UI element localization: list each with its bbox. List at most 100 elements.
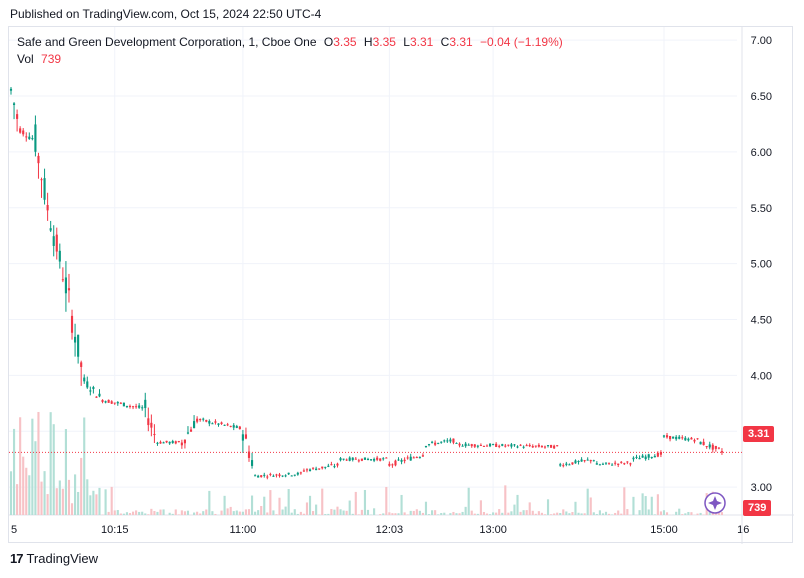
volume-bar bbox=[305, 502, 309, 515]
candle-body bbox=[278, 474, 281, 477]
candle-body bbox=[40, 179, 43, 181]
candle-body bbox=[498, 445, 501, 447]
candle-body bbox=[345, 459, 348, 461]
candle-body bbox=[589, 459, 592, 462]
candle-body bbox=[382, 458, 385, 460]
volume-bar bbox=[571, 512, 574, 515]
candle-body bbox=[217, 423, 220, 425]
volume-bar bbox=[388, 512, 391, 515]
candle-body bbox=[595, 463, 598, 465]
candle-body bbox=[214, 421, 217, 423]
volume-bar bbox=[421, 512, 424, 515]
candle-body bbox=[202, 418, 205, 420]
volume-bar bbox=[644, 496, 647, 515]
candle-body bbox=[369, 459, 373, 461]
tradingview-brand: 17 TradingView bbox=[10, 551, 98, 566]
volume-bar bbox=[89, 495, 92, 515]
volume-bar bbox=[235, 510, 238, 515]
volume-bar bbox=[537, 511, 540, 515]
candle-body bbox=[507, 444, 510, 446]
volume-bar bbox=[205, 509, 208, 515]
volume-bar bbox=[86, 479, 89, 515]
legend-high-value: 3.35 bbox=[372, 35, 396, 49]
volume-bar bbox=[473, 513, 476, 515]
last-price-tag: 3.31 bbox=[743, 426, 775, 442]
volume-bar bbox=[720, 512, 724, 515]
volume-bar bbox=[34, 441, 37, 515]
price-chart[interactable]: 3.003.504.004.505.005.506.006.507.00510:… bbox=[9, 27, 794, 544]
volume-bar bbox=[647, 509, 650, 515]
candle-body bbox=[318, 468, 321, 470]
candle-body bbox=[287, 472, 290, 475]
candle-body bbox=[528, 444, 531, 447]
volume-bar bbox=[418, 510, 421, 515]
volume-bar bbox=[58, 480, 61, 515]
candle-body bbox=[720, 451, 724, 453]
candle-body bbox=[665, 435, 669, 438]
volume-bar bbox=[22, 456, 25, 515]
candle-body bbox=[638, 457, 641, 460]
candle-body bbox=[565, 463, 568, 465]
volume-bar bbox=[278, 497, 281, 515]
candle-body bbox=[89, 390, 92, 392]
candle-body bbox=[394, 460, 397, 466]
volume-bar bbox=[153, 511, 156, 515]
candle-body bbox=[644, 456, 647, 460]
volume-bar bbox=[559, 513, 562, 515]
candle-body bbox=[415, 457, 418, 459]
volume-bar bbox=[397, 513, 400, 515]
candle-body bbox=[354, 458, 357, 460]
volume-bar bbox=[650, 496, 653, 515]
candle-body bbox=[443, 440, 446, 442]
volume-bar bbox=[607, 513, 611, 515]
candle-body bbox=[211, 423, 214, 425]
volume-bar bbox=[595, 514, 598, 515]
candle-body bbox=[559, 464, 562, 466]
candle-body bbox=[495, 443, 498, 447]
candle-body bbox=[25, 136, 28, 138]
volume-bar bbox=[409, 510, 412, 515]
candle-body bbox=[64, 277, 67, 294]
volume-bar bbox=[620, 513, 623, 515]
volume-bar bbox=[293, 509, 296, 515]
volume-bar bbox=[708, 512, 711, 515]
chart-frame[interactable]: 3.003.504.004.505.005.506.006.507.00510:… bbox=[8, 26, 794, 544]
volume-bar bbox=[479, 500, 482, 515]
candle-body bbox=[482, 445, 486, 447]
candle-body bbox=[324, 466, 327, 468]
last-volume-tag: 739 bbox=[743, 500, 772, 516]
volume-bar bbox=[601, 513, 605, 515]
candle-body bbox=[446, 440, 449, 442]
volume-bar bbox=[284, 506, 287, 515]
candle-body bbox=[479, 444, 482, 446]
volume-bar bbox=[37, 411, 40, 515]
volume-bar bbox=[498, 509, 501, 515]
volume-bar bbox=[290, 512, 293, 515]
candle-body bbox=[348, 457, 351, 461]
y-tick-label: 6.50 bbox=[751, 91, 772, 103]
volume-bar bbox=[641, 493, 644, 515]
candle-body bbox=[577, 460, 580, 463]
volume-bar bbox=[437, 514, 440, 515]
volume-bar bbox=[25, 467, 28, 515]
candle-body bbox=[305, 469, 309, 471]
candle-body bbox=[440, 441, 443, 443]
volume-bar bbox=[229, 506, 232, 515]
volume-bar bbox=[247, 509, 251, 515]
candle-body bbox=[360, 458, 363, 461]
volume-bar bbox=[232, 511, 235, 515]
volume-bar bbox=[562, 509, 565, 515]
volume-bar bbox=[131, 511, 135, 515]
volume-bar bbox=[119, 513, 122, 515]
volume-bar bbox=[665, 512, 669, 515]
candle-body bbox=[183, 439, 186, 444]
candle-body bbox=[510, 444, 513, 447]
volume-bar bbox=[196, 511, 199, 515]
candle-body bbox=[583, 460, 586, 462]
volume-bar bbox=[177, 514, 180, 515]
candle-body bbox=[488, 443, 492, 447]
x-tick-label: 16 bbox=[737, 524, 749, 536]
candle-body bbox=[235, 426, 238, 428]
volume-bar bbox=[534, 513, 537, 515]
candle-body bbox=[614, 462, 617, 464]
